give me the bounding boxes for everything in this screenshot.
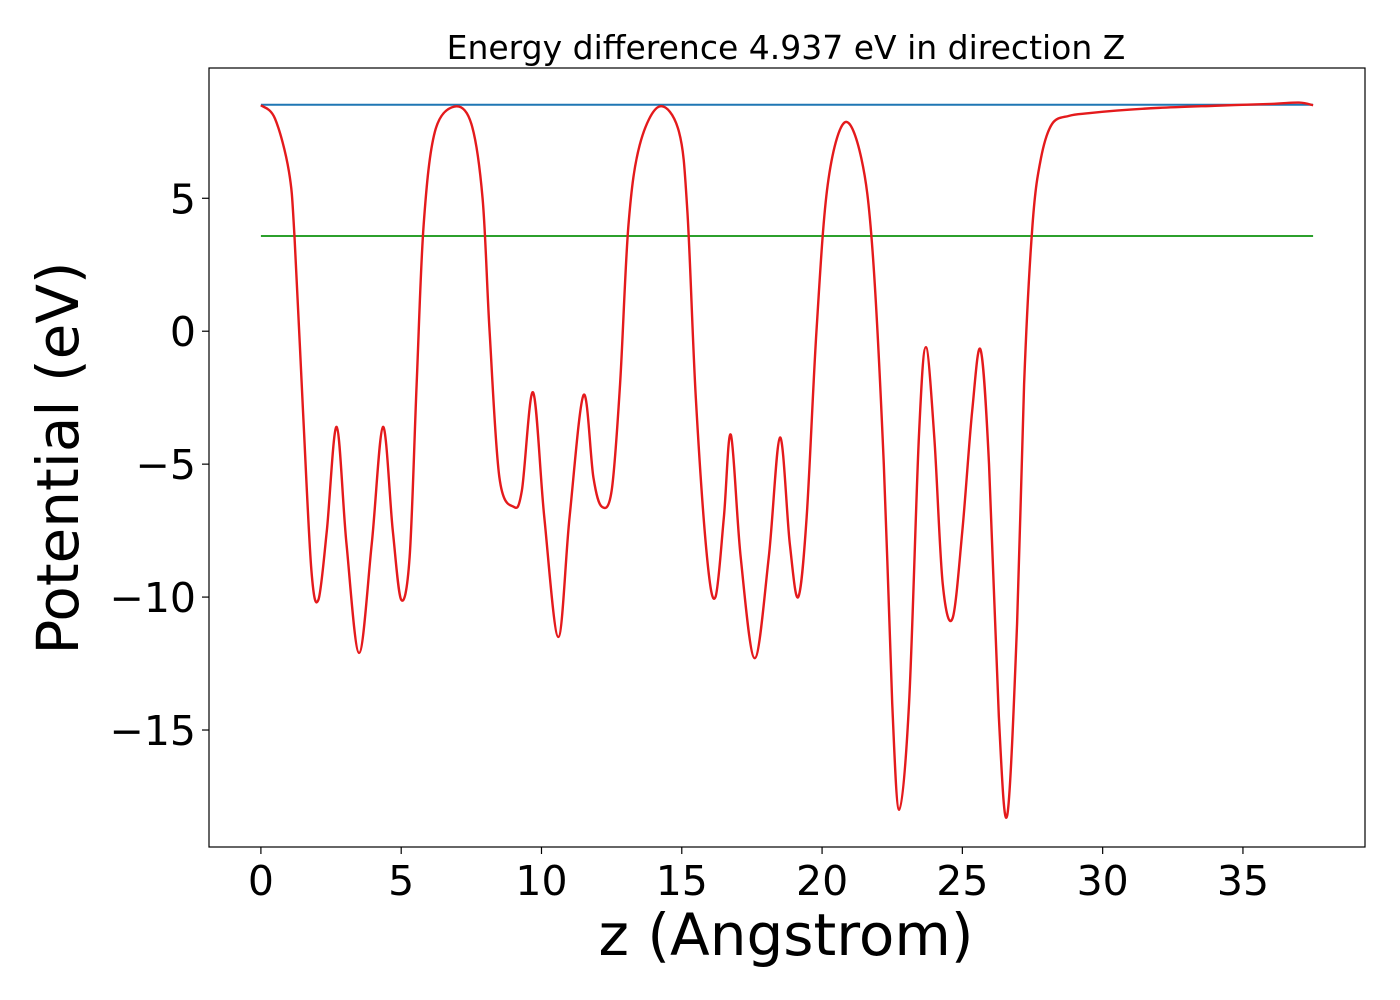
x-tick-label: 5 bbox=[388, 857, 414, 905]
y-axis-label: Potential (eV) bbox=[24, 261, 92, 654]
x-tick-label: 35 bbox=[1217, 857, 1269, 905]
y-tick-label: −10 bbox=[109, 574, 196, 622]
x-tick-label: 10 bbox=[515, 857, 567, 905]
y-tick-label: −15 bbox=[109, 707, 196, 755]
x-axis-label: z (Angstrom) bbox=[599, 901, 974, 969]
chart-title: Energy difference 4.937 eV in direction … bbox=[447, 28, 1126, 67]
series-line-3 bbox=[260, 101, 1314, 819]
x-tick-label: 30 bbox=[1077, 857, 1129, 905]
y-tick-label: −5 bbox=[136, 441, 196, 489]
x-tick-label: 15 bbox=[656, 857, 708, 905]
y-tick-label: 0 bbox=[170, 308, 196, 356]
y-axis: −15 −10 −5 0 5 bbox=[109, 175, 209, 755]
x-tick-label: 0 bbox=[248, 857, 274, 905]
plot-frame bbox=[208, 67, 1366, 848]
x-tick-label: 20 bbox=[796, 857, 848, 905]
x-tick-label: 25 bbox=[936, 857, 988, 905]
y-tick-label: 5 bbox=[170, 175, 196, 223]
x-axis: 0 5 10 15 20 25 30 35 bbox=[248, 847, 1269, 905]
